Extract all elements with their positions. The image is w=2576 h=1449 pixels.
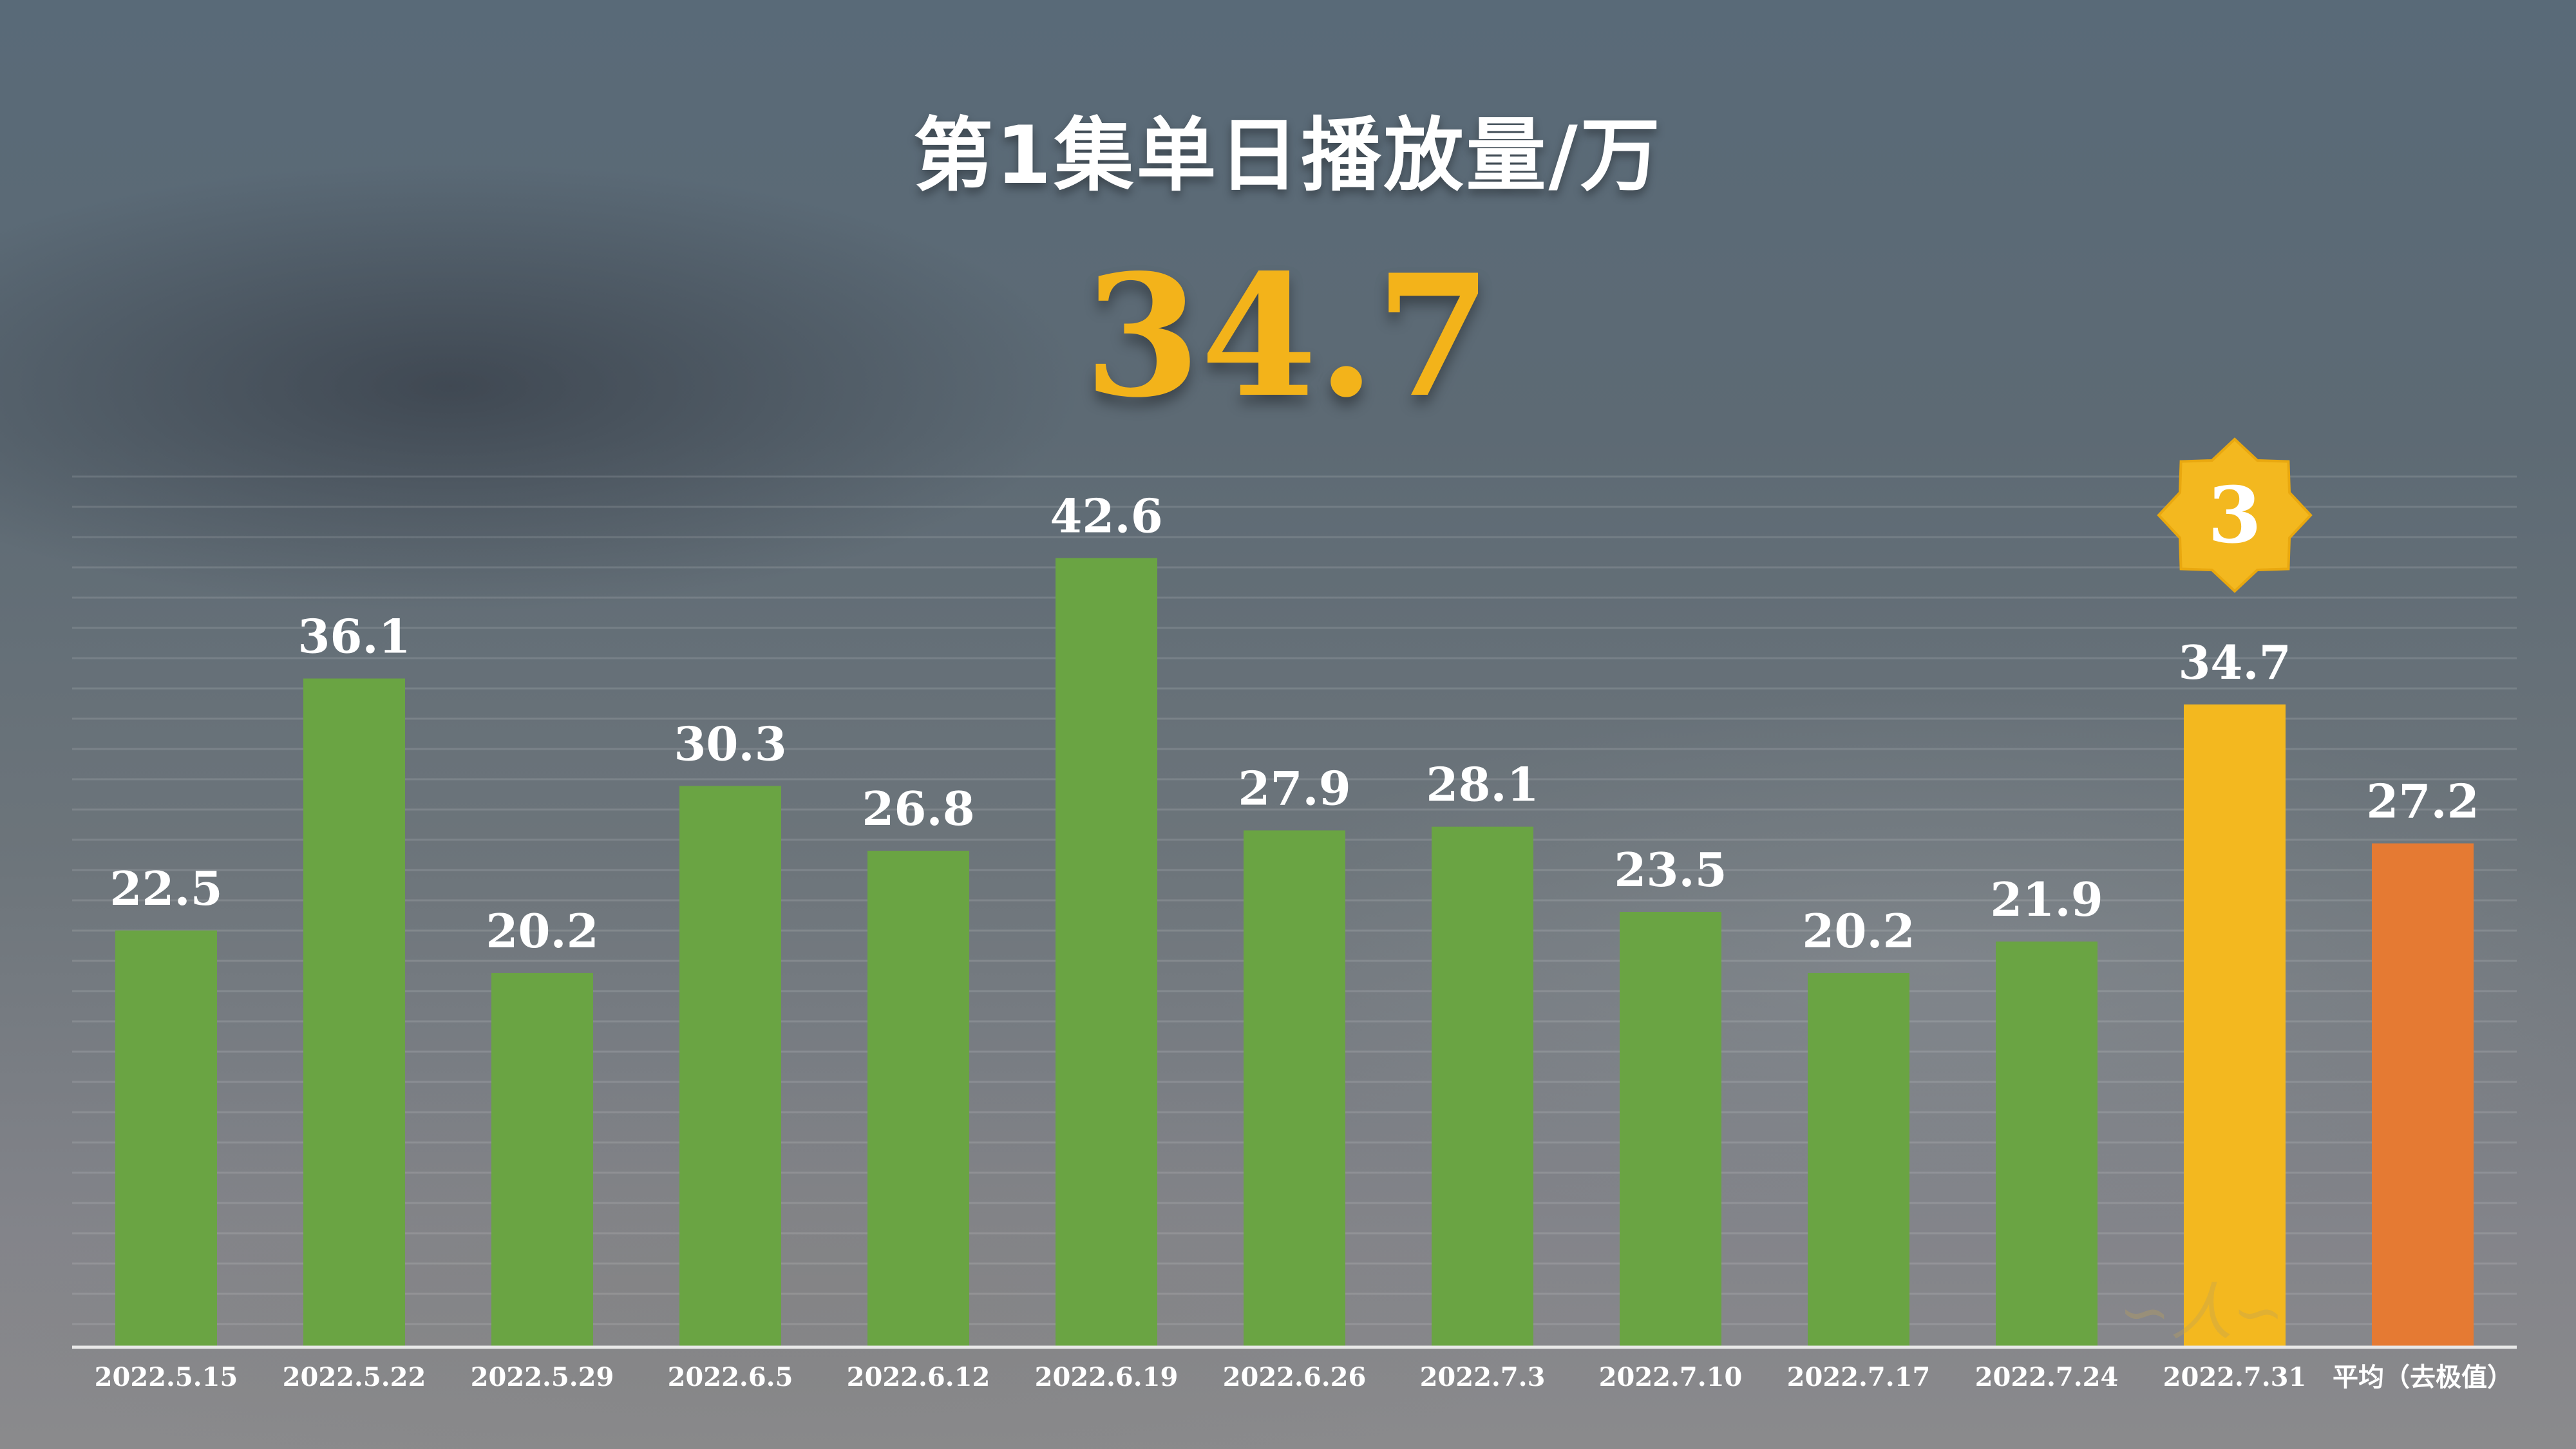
x-tick-label-11: 2022.7.31: [2163, 1362, 2307, 1392]
bar-9: [1808, 972, 1909, 1347]
bar-11: [2184, 704, 2286, 1347]
value-label-1: 36.1: [298, 609, 410, 664]
x-tick-label-8: 2022.7.10: [1599, 1362, 1743, 1392]
bar-0: [115, 930, 217, 1347]
x-tick-label-2: 2022.5.29: [471, 1362, 614, 1392]
x-tick-label-6: 2022.6.26: [1223, 1362, 1367, 1392]
bar-3: [679, 786, 781, 1347]
highlight-value: 34.7: [1084, 238, 1492, 435]
bar-5: [1056, 558, 1157, 1347]
value-label-0: 22.5: [109, 861, 222, 916]
bar-8: [1620, 912, 1721, 1347]
value-label-9: 20.2: [1802, 904, 1915, 958]
x-tick-label-0: 2022.5.15: [95, 1362, 238, 1392]
star-icon: [2157, 437, 2313, 593]
bar-6: [1244, 830, 1345, 1347]
bar-12: [2372, 843, 2474, 1347]
value-labels: 22.5 36.1 20.2 30.3 26.8 42.6 27.9 28.1 23.5 20.2…: [109, 489, 2479, 958]
bar-4: [867, 851, 969, 1347]
badge-label: 3: [2208, 470, 2262, 561]
bar-2: [491, 972, 593, 1347]
x-tick-label-7: 2022.7.3: [1420, 1362, 1546, 1392]
value-label-3: 30.3: [674, 716, 786, 771]
value-label-6: 27.9: [1238, 761, 1350, 815]
bars: [115, 558, 2474, 1347]
x-tick-label-3: 2022.6.5: [668, 1362, 793, 1392]
value-label-7: 28.1: [1426, 757, 1539, 812]
bar-1: [303, 678, 405, 1347]
x-tick-label-9: 2022.7.17: [1787, 1362, 1931, 1392]
x-tick-label-1: 2022.5.22: [283, 1362, 426, 1392]
bar-10: [1996, 942, 2098, 1347]
value-label-8: 23.5: [1614, 842, 1727, 897]
rank-badge: 3: [2157, 437, 2313, 593]
value-label-2: 20.2: [486, 904, 598, 958]
x-tick-label-10: 2022.7.24: [1975, 1362, 2119, 1392]
value-label-4: 26.8: [862, 781, 974, 836]
watermark-logo: ∽人∽: [2119, 1276, 2284, 1349]
value-label-5: 42.6: [1050, 489, 1162, 544]
value-label-10: 21.9: [1990, 872, 2103, 927]
chart-title: 第1集单日播放量/万: [913, 109, 1663, 202]
x-tick-label-12: 平均（去极值）: [2333, 1362, 2513, 1392]
bar-7: [1432, 826, 1533, 1347]
x-tick-label-4: 2022.6.12: [847, 1362, 990, 1392]
tick-labels: 2022.5.15 2022.5.22 2022.5.29 2022.6.5 2022.…: [95, 1362, 2513, 1392]
value-label-12: 27.2: [2366, 774, 2479, 829]
x-tick-label-5: 2022.6.19: [1035, 1362, 1179, 1392]
value-label-11: 34.7: [2178, 635, 2291, 690]
